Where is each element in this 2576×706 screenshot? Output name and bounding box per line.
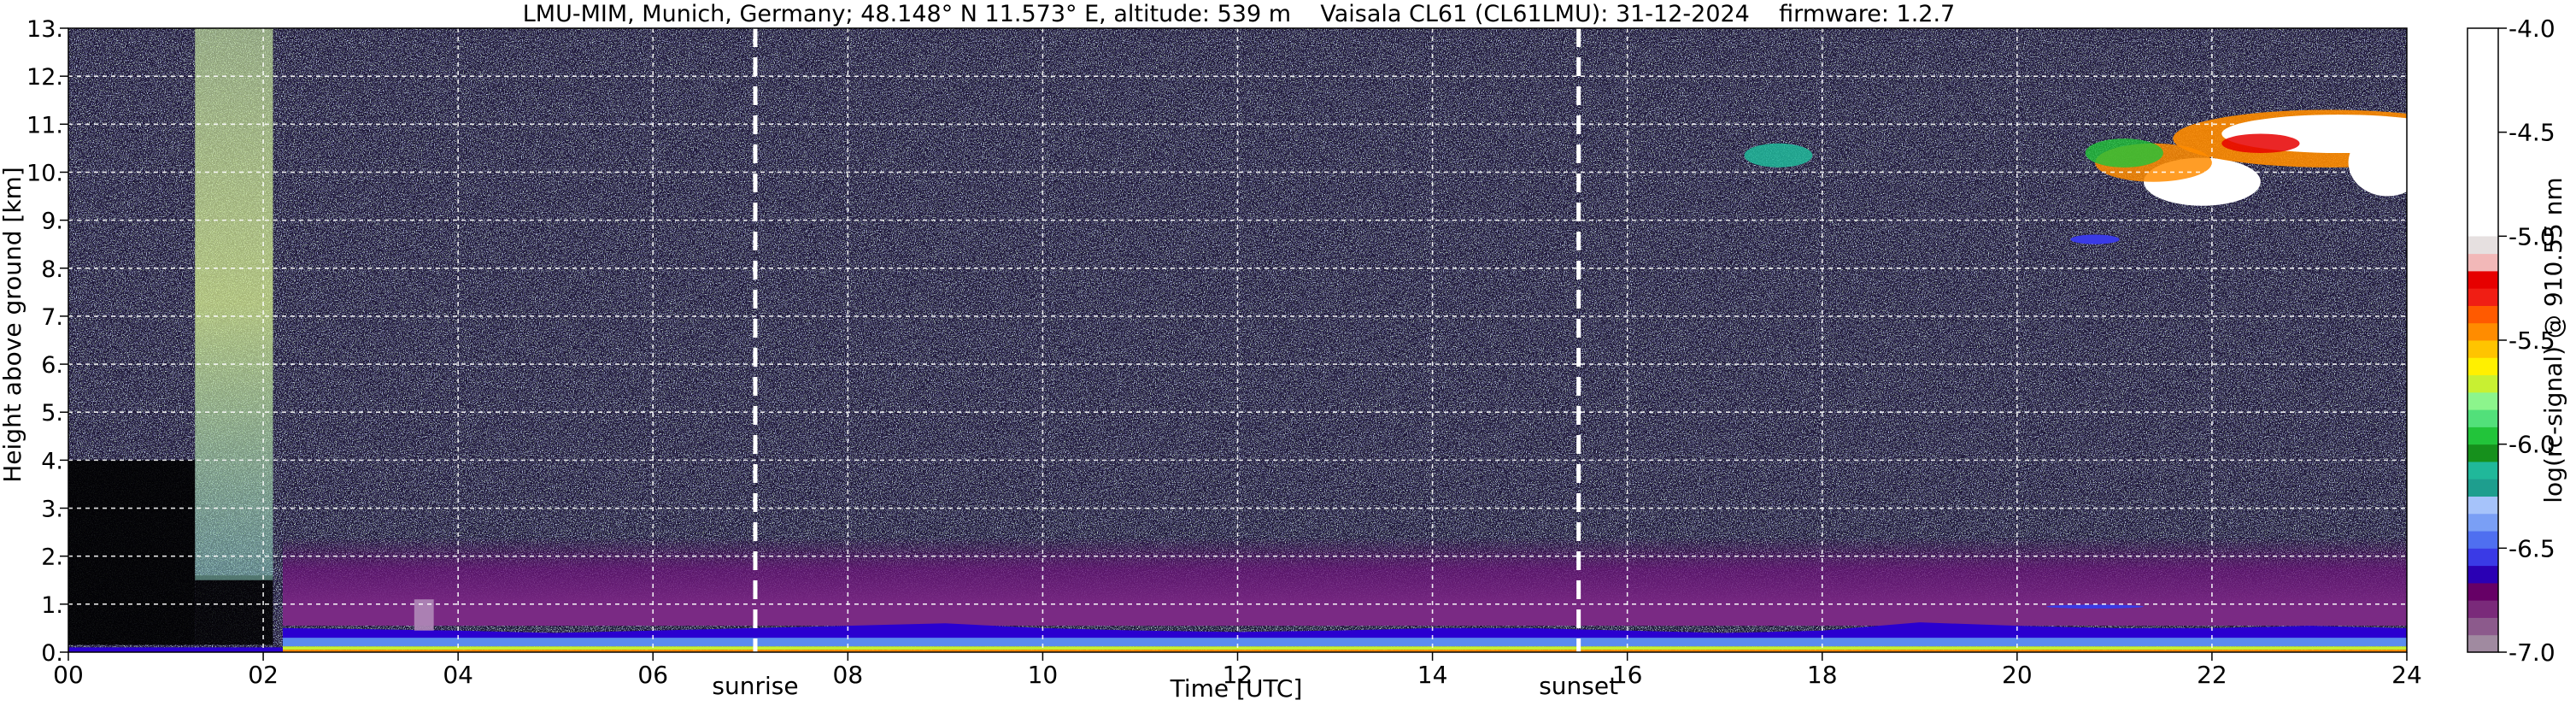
y-axis-label: Height above ground [km] bbox=[0, 167, 26, 483]
y-tick-label: 10. bbox=[26, 160, 63, 186]
colorbar-swatch bbox=[2467, 548, 2498, 567]
y-tick-label: 5. bbox=[41, 400, 63, 427]
x-axis: 00 02 04 06 08 10 12 14 16 18 20 22 24 bbox=[53, 652, 2422, 689]
colorbar-swatch bbox=[2467, 270, 2498, 289]
y-tick-label: 1. bbox=[41, 592, 63, 619]
x-tick-label: 18 bbox=[1807, 661, 1838, 689]
colorbar-swatch bbox=[2467, 288, 2498, 306]
sun-markers bbox=[753, 28, 1581, 652]
y-tick-label: 11. bbox=[26, 112, 63, 138]
y-tick-label: 8. bbox=[41, 256, 63, 283]
annotation-sunrise: sunrise bbox=[712, 672, 798, 700]
plot-area bbox=[68, 28, 2407, 652]
y-axis: 0. 1. 2. 3. 4. 5. 6. 7. 8. 9. 10. 11. 12. 13. bbox=[26, 16, 68, 667]
x-tick-label: 14 bbox=[1417, 661, 1448, 689]
x-axis-label: Time [UTC] bbox=[1170, 674, 1303, 703]
y-tick-label: 3. bbox=[41, 497, 63, 523]
colorbar-swatch bbox=[2467, 236, 2498, 255]
colorbar-tick-label: -5.5 bbox=[2509, 327, 2555, 355]
x-tick-label: 10 bbox=[1028, 661, 1059, 689]
colorbar-label: log(rc-signal) @ 910.55 nm bbox=[2539, 177, 2567, 503]
y-tick-label: 13. bbox=[26, 16, 63, 43]
boundary-layer-band bbox=[282, 609, 2407, 627]
y-tick-label: 9. bbox=[41, 209, 63, 235]
chart-title: LMU-MIM, Munich, Germany; 48.148° N 11.5… bbox=[523, 1, 1956, 27]
colorbar-swatch bbox=[2467, 391, 2498, 410]
cloud-streak bbox=[2070, 234, 2120, 244]
colorbar-swatch bbox=[2467, 513, 2498, 532]
colorbar-ticks: -7.0 -6.5 -6.0 -5.5 -5.0 -4.5 -4.0 bbox=[2498, 15, 2555, 667]
colorbar-swatch bbox=[2467, 253, 2498, 272]
sun-annotations: sunrise sunset bbox=[712, 672, 1618, 700]
aerosol-streak bbox=[2046, 604, 2145, 609]
x-tick-label: 04 bbox=[443, 661, 473, 689]
colorbar-swatch bbox=[2467, 444, 2498, 462]
colorbar-swatch bbox=[2467, 305, 2498, 324]
colorbar-swatch bbox=[2467, 479, 2498, 497]
colorbar-tick-label: -6.0 bbox=[2509, 431, 2555, 459]
x-tick-label: 24 bbox=[2391, 661, 2422, 689]
colorbar-swatch bbox=[2467, 496, 2498, 515]
colorbar-swatch bbox=[2467, 28, 2498, 237]
x-tick-label: 12 bbox=[1223, 661, 1253, 689]
colorbar-tick-label: -4.5 bbox=[2509, 119, 2555, 147]
y-tick-label: 0. bbox=[41, 640, 63, 667]
x-tick-label: 08 bbox=[833, 661, 864, 689]
colorbar-tick-label: -5.0 bbox=[2509, 222, 2555, 250]
colorbar-swatch bbox=[2467, 582, 2498, 601]
y-tick-label: 2. bbox=[41, 544, 63, 571]
colorbar-swatch bbox=[2467, 322, 2498, 341]
colorbar-swatch bbox=[2467, 357, 2498, 376]
colorbar-swatch bbox=[2467, 617, 2498, 636]
y-tick-label: 12. bbox=[26, 64, 63, 91]
colorbar-swatch bbox=[2467, 565, 2498, 584]
y-tick-label: 4. bbox=[41, 448, 63, 474]
y-tick-label: 7. bbox=[41, 304, 63, 331]
colorbar-swatch bbox=[2467, 634, 2498, 653]
colorbar-swatch bbox=[2467, 461, 2498, 479]
grid bbox=[68, 28, 2407, 652]
x-tick-label: 06 bbox=[637, 661, 668, 689]
colorbar-tick-label: -7.0 bbox=[2509, 638, 2555, 667]
aerosol-layer-low bbox=[282, 638, 2407, 647]
colorbar bbox=[2467, 27, 2499, 653]
plume bbox=[414, 599, 434, 631]
x-tick-label: 02 bbox=[248, 661, 279, 689]
dark-region bbox=[68, 460, 196, 645]
colorbar-swatch bbox=[2467, 340, 2498, 358]
annotation-sunset: sunset bbox=[1539, 672, 1618, 700]
colorbar-tick-label: -4.0 bbox=[2509, 15, 2555, 43]
colorbar-swatch bbox=[2467, 409, 2498, 427]
colorbar-swatch bbox=[2467, 374, 2498, 393]
dark-region bbox=[195, 575, 273, 645]
cirrus-cloud bbox=[2348, 128, 2407, 197]
surface-layer-left bbox=[68, 647, 283, 652]
surface-layer bbox=[282, 650, 2407, 652]
colorbar-swatch bbox=[2467, 427, 2498, 445]
boundary-layer-top bbox=[282, 537, 2407, 609]
noise-column bbox=[195, 28, 273, 580]
cirrus-cloud bbox=[1744, 143, 1813, 168]
colorbar-swatch bbox=[2467, 531, 2498, 549]
colorbar-swatch bbox=[2467, 600, 2498, 618]
x-tick-label: 22 bbox=[2197, 661, 2227, 689]
colorbar-tick-label: -6.5 bbox=[2509, 534, 2555, 562]
cirrus-cloud bbox=[2085, 138, 2163, 168]
x-tick-label: 00 bbox=[53, 661, 84, 689]
x-tick-label: 20 bbox=[2002, 661, 2033, 689]
cirrus-cloud bbox=[2221, 133, 2300, 153]
y-tick-label: 6. bbox=[41, 352, 63, 379]
surface-layer bbox=[282, 646, 2407, 650]
x-tick-label: 16 bbox=[1612, 661, 1643, 689]
